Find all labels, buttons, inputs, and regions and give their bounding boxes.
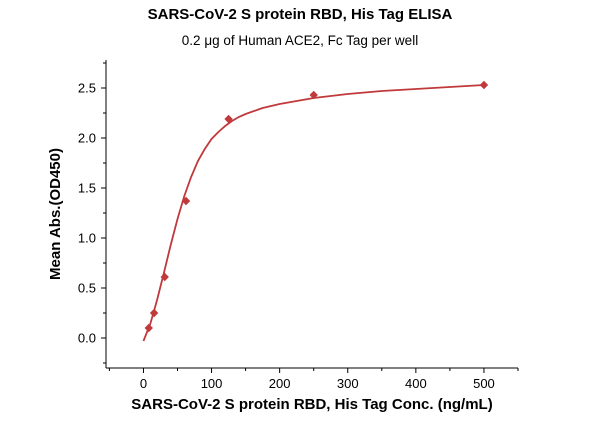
- x-axis-label: SARS-CoV-2 S protein RBD, His Tag Conc. …: [131, 396, 492, 413]
- x-tick-label: 0: [140, 376, 147, 391]
- y-tick-label: 0.0: [78, 331, 96, 346]
- data-points: [144, 80, 489, 333]
- x-tick-label: 400: [405, 376, 427, 391]
- data-point-marker: [144, 323, 153, 333]
- data-point-marker: [181, 196, 191, 206]
- data-point-marker: [224, 114, 233, 124]
- y-tick-label: 2.0: [78, 131, 96, 146]
- x-tick-label: 500: [473, 376, 495, 391]
- x-tick-label: 200: [269, 376, 291, 391]
- y-axis-label: Mean Abs.(OD450): [47, 148, 64, 280]
- data-point-marker: [160, 272, 169, 282]
- fit-curve-line: [142, 84, 485, 342]
- x-axis-ticks: 0 100 200 300 400 500: [108, 368, 519, 391]
- data-point-marker: [149, 308, 159, 318]
- y-tick-label: 0.5: [78, 281, 96, 296]
- x-tick-label: 300: [337, 376, 359, 391]
- y-tick-label: 1.5: [78, 181, 96, 196]
- chart-title: SARS-CoV-2 S protein RBD, His Tag ELISA: [148, 6, 453, 23]
- data-point-marker: [479, 80, 489, 90]
- x-tick-label: 100: [201, 376, 223, 391]
- y-axis-ticks: 0.0 0.5 1.0 1.5 2.0 2.5: [78, 62, 106, 364]
- y-tick-label: 1.0: [78, 231, 96, 246]
- data-point-marker: [309, 90, 318, 100]
- chart-subtitle: 0.2 μg of Human ACE2, Fc Tag per well: [182, 33, 418, 48]
- y-tick-label: 2.5: [78, 81, 96, 96]
